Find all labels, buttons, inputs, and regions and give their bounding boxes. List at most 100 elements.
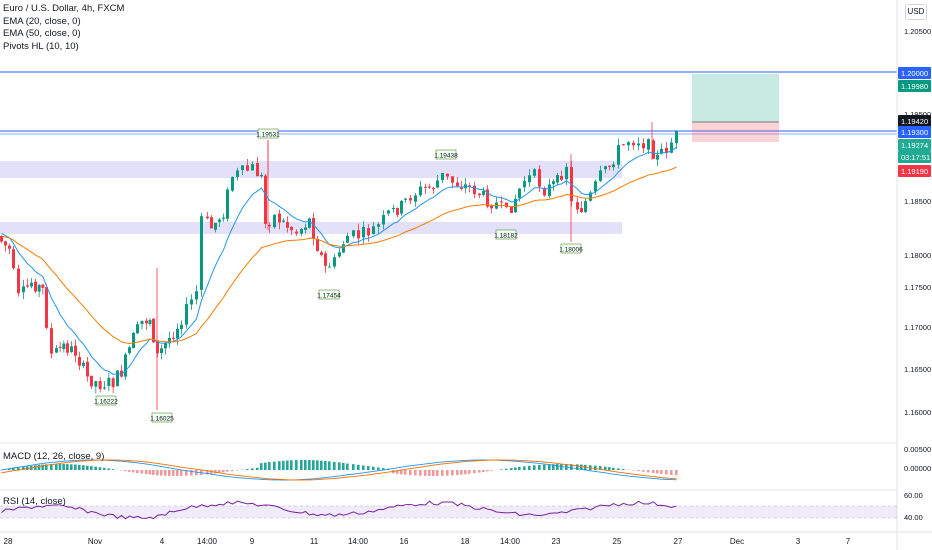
svg-text:1.19420: 1.19420 (901, 117, 928, 126)
candle (164, 342, 167, 355)
candle (282, 218, 285, 223)
macd-bar (514, 467, 517, 470)
candle (132, 331, 135, 349)
macd-bar (0, 470, 3, 471)
rsi-axis: 60.00 40.00 (904, 491, 923, 522)
price-tick: 1.16500 (904, 365, 931, 374)
macd-bar (518, 466, 521, 470)
pivot-labels: 1.19531 1.19438 1.18182 1.18006 1.17454 1.162… (94, 128, 583, 423)
svg-text:1.17454: 1.17454 (317, 293, 341, 300)
candle (627, 140, 630, 151)
candle (107, 372, 111, 391)
candle (523, 175, 526, 193)
macd-bar (642, 470, 645, 472)
symbol-title[interactable]: Euro / U.S. Dollar, 4h, FXCM (3, 3, 125, 14)
macd-label[interactable]: MACD (12, 26, close, 9) (3, 451, 105, 462)
pivot-label: 1.18182 (494, 229, 518, 240)
macd-bar (424, 470, 427, 476)
candle (652, 138, 655, 160)
candle (190, 294, 193, 310)
svg-text:1.16025: 1.16025 (150, 416, 174, 423)
time-tick: 4 (160, 537, 165, 546)
time-tick: 14:00 (197, 537, 218, 546)
macd-bar (432, 470, 435, 476)
long-position-stop-zone[interactable] (692, 122, 779, 142)
rsi-label[interactable]: RSI (14, close) (3, 496, 66, 507)
macd-bar (140, 470, 144, 474)
macd-bar (328, 461, 331, 470)
candle (94, 380, 98, 394)
macd-bar (103, 467, 106, 470)
macd-bar (66, 464, 69, 470)
candle (556, 172, 559, 185)
ema50-legend[interactable]: EMA (50, close, 0) (3, 28, 81, 39)
candle (200, 212, 203, 297)
macd-bar (460, 470, 463, 475)
rsi-band (0, 506, 897, 518)
supply-zone-lower (0, 222, 622, 234)
ema20-legend[interactable]: EMA (20, close, 0) (3, 15, 81, 27)
candle (441, 172, 444, 184)
candle (103, 381, 106, 390)
candle (260, 172, 263, 178)
candle (236, 167, 239, 181)
macd-bar (478, 470, 481, 473)
candle (456, 177, 459, 187)
candle (12, 245, 15, 270)
candle (419, 181, 422, 198)
macd-bar (608, 467, 611, 470)
macd-bar (622, 469, 625, 470)
time-axis[interactable]: 28 Nov 4 14:00 9 11 14:00 16 18 14:00 23 25 27 Dec 3 7 (4, 537, 851, 546)
macd-bar (500, 469, 503, 470)
macd-bar (152, 470, 155, 475)
candle (58, 342, 62, 353)
long-position-target-zone[interactable] (692, 74, 779, 122)
candle (37, 283, 41, 298)
candle (362, 221, 365, 245)
candle (286, 216, 289, 233)
macd-bar (17, 467, 20, 470)
candle (241, 164, 244, 176)
candle (324, 251, 327, 273)
candle (168, 331, 171, 349)
candle (632, 140, 635, 150)
macd-bar (218, 470, 221, 473)
candle (382, 210, 385, 230)
macd-bar (290, 460, 293, 470)
macd-bar (451, 470, 454, 476)
macd-bar (45, 464, 48, 470)
candle (608, 165, 611, 171)
candle (510, 206, 513, 214)
candle (637, 137, 640, 151)
macd-bar (264, 462, 267, 470)
macd-bar (300, 460, 303, 470)
macd-bar (278, 461, 281, 470)
pivots-legend[interactable]: Pivots HL (10, 10) (3, 40, 79, 52)
candle (656, 150, 659, 167)
pivot-label: 1.16025 (150, 412, 174, 423)
candle (156, 341, 159, 358)
candle (528, 169, 531, 187)
candle (589, 190, 592, 202)
candle (436, 175, 439, 188)
candle (136, 321, 139, 335)
candle (617, 138, 620, 169)
svg-text:1.18006: 1.18006 (559, 247, 583, 254)
candle (320, 250, 323, 257)
price-tag: 1.19274 (898, 139, 931, 151)
currency-button[interactable]: USD (905, 4, 927, 20)
macd-bar (210, 470, 213, 474)
candle (367, 224, 370, 242)
time-tick: Nov (88, 537, 102, 546)
price-tag: 1.19420 (898, 115, 931, 127)
macd-bar (377, 467, 380, 470)
macd-bar (441, 470, 444, 476)
macd-bar (665, 470, 668, 475)
macd-bar (273, 461, 276, 470)
macd-bar (128, 470, 131, 472)
svg-text:1.19190: 1.19190 (901, 167, 928, 176)
macd-bar (396, 470, 399, 474)
candle (400, 199, 403, 216)
macd-bar (382, 468, 385, 470)
